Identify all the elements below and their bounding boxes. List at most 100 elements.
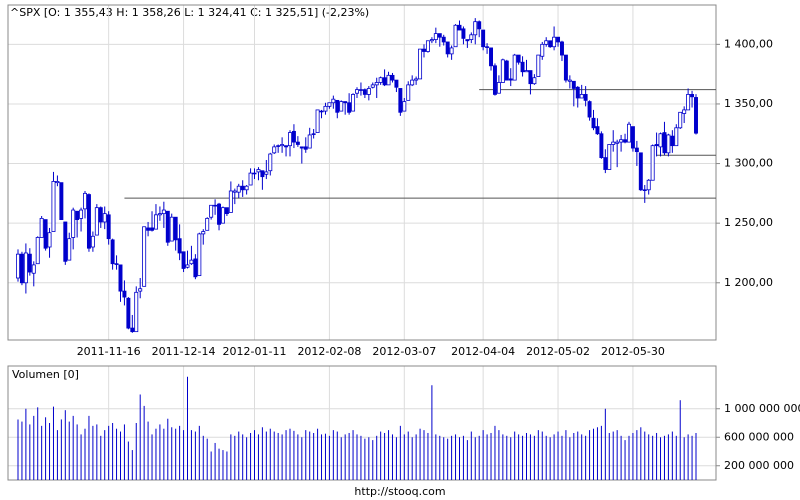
- plot-frame: [7, 365, 717, 481]
- candle-body: [260, 170, 265, 178]
- candle-body: [94, 207, 99, 236]
- candle-body: [492, 65, 497, 95]
- candle-body: [560, 41, 564, 56]
- candle-body: [540, 43, 545, 57]
- candle-body: [437, 33, 442, 38]
- candle-body: [638, 152, 643, 191]
- candle-body: [39, 217, 44, 238]
- candle-body: [473, 21, 478, 36]
- candle-body: [150, 227, 155, 231]
- candle-body: [485, 46, 490, 48]
- candle-body: [410, 79, 415, 86]
- candle-body: [268, 153, 273, 172]
- candle-body: [311, 133, 316, 135]
- candle-body: [536, 54, 541, 77]
- candle-body: [650, 145, 655, 181]
- candle-body: [422, 48, 426, 52]
- candle-body: [27, 253, 32, 273]
- candle-body: [347, 102, 352, 113]
- candle-body: [567, 79, 572, 82]
- candle-body: [63, 221, 68, 262]
- candle-body: [666, 134, 671, 154]
- candle-body: [303, 146, 308, 150]
- candle-body: [603, 157, 608, 170]
- candle-body: [504, 60, 509, 81]
- candle-body: [366, 88, 371, 95]
- candle-body: [481, 29, 486, 48]
- candle-body: [256, 169, 261, 173]
- candle-body: [114, 263, 119, 265]
- candle-body: [280, 144, 285, 147]
- candle-body: [71, 209, 76, 238]
- x-tick-label: 2011-12-14: [152, 345, 216, 358]
- candle-body: [327, 102, 332, 107]
- candle-body: [658, 133, 663, 148]
- candle-body: [630, 126, 635, 149]
- candle-body: [453, 24, 458, 48]
- candle-body: [134, 291, 139, 333]
- x-tick-label: 2012-05-02: [526, 345, 590, 358]
- candle-body: [477, 21, 482, 30]
- candle-body: [197, 233, 202, 277]
- candle-body: [173, 216, 178, 241]
- candle-body: [378, 77, 383, 83]
- x-tick-label: 2011-11-16: [77, 345, 141, 358]
- candle-body: [47, 232, 52, 248]
- candle-body: [429, 39, 434, 42]
- candle-body: [623, 139, 628, 143]
- candle-body: [67, 238, 72, 261]
- candle-body: [418, 48, 423, 80]
- candle-body: [374, 82, 379, 86]
- candle-body: [662, 132, 667, 154]
- candle-body: [157, 213, 162, 216]
- candle-body: [272, 146, 277, 154]
- candle-body: [284, 145, 289, 148]
- candle-body: [331, 98, 336, 104]
- candle-body: [449, 47, 454, 55]
- candle-body: [177, 238, 182, 254]
- candle-body: [315, 109, 320, 133]
- candle-body: [579, 94, 584, 99]
- candle-body: [291, 130, 296, 143]
- y-tick-label: 1 350,00: [724, 97, 773, 110]
- candle-body: [244, 185, 249, 191]
- candle-body: [642, 189, 647, 191]
- candle-body: [220, 207, 225, 224]
- candle-body: [670, 135, 675, 147]
- candle-body: [500, 59, 505, 83]
- candle-body: [98, 207, 103, 223]
- candle-body: [425, 40, 430, 52]
- candle-body: [307, 134, 312, 149]
- candle-body: [461, 28, 466, 39]
- candle-body: [524, 70, 529, 73]
- candle-body: [627, 123, 631, 143]
- candle-body: [118, 264, 123, 292]
- candle-body: [556, 36, 561, 43]
- candle-body: [358, 89, 363, 91]
- candle-body: [276, 145, 281, 147]
- candle-body: [19, 253, 24, 284]
- x-tick-label: 2012-02-08: [297, 345, 361, 358]
- candle-body: [682, 109, 687, 114]
- candle-body: [185, 264, 190, 268]
- candle-body: [75, 210, 80, 220]
- candle-body: [323, 105, 328, 112]
- candle-body: [79, 209, 84, 219]
- candle-body: [674, 127, 679, 147]
- candle-body: [153, 214, 158, 230]
- x-tick-label: 2012-01-11: [223, 345, 287, 358]
- candle-body: [126, 297, 131, 329]
- candle-body: [390, 74, 395, 81]
- candle-body: [386, 74, 391, 86]
- candle-body: [86, 194, 91, 249]
- candle-body: [599, 133, 604, 158]
- candle-body: [457, 24, 462, 31]
- candle-body: [252, 172, 257, 175]
- y-tick-label: 1 000 000 000: [724, 402, 800, 415]
- candle-body: [406, 84, 411, 101]
- candle-body: [646, 179, 651, 191]
- candle-body: [217, 203, 222, 225]
- candle-body: [619, 139, 624, 143]
